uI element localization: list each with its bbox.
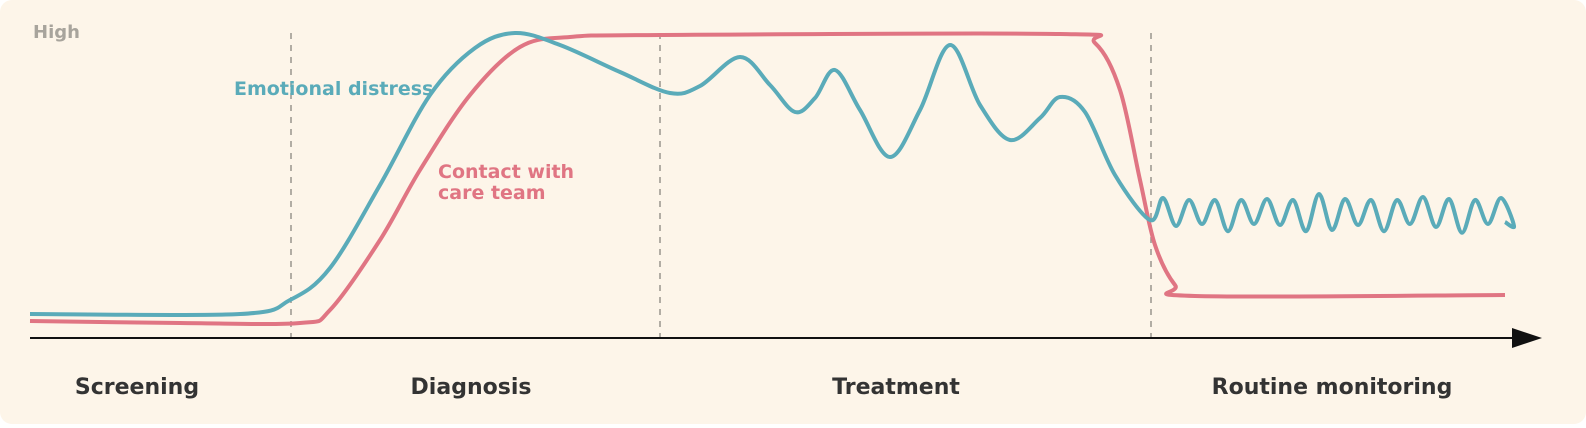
- axis-arrow: [1512, 328, 1542, 348]
- phase-label: Treatment: [832, 375, 960, 400]
- phase-label: Diagnosis: [411, 375, 532, 400]
- distress-label: Emotional distress: [234, 78, 433, 100]
- contact-label: care team: [438, 182, 546, 204]
- axis-high-label: High: [33, 22, 80, 43]
- distress-curve: [29, 30, 1516, 318]
- phase-dividers: [290, 33, 1152, 338]
- contact-curve: [29, 31, 1506, 327]
- phase-label: Routine monitoring: [1212, 375, 1453, 400]
- phase-label: Screening: [75, 375, 199, 400]
- contact-label: Contact with: [438, 161, 574, 183]
